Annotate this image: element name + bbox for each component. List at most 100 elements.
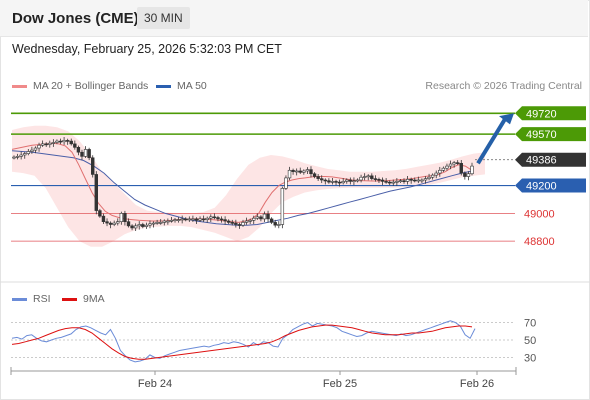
candle-body bbox=[223, 219, 227, 222]
target-arrow-shaft bbox=[476, 116, 508, 165]
legend-rsi-ma: 9MA bbox=[62, 293, 105, 305]
candles bbox=[12, 137, 474, 232]
candle-body bbox=[330, 181, 335, 183]
candle-body bbox=[126, 221, 131, 227]
candle-body bbox=[316, 176, 320, 179]
candle-body bbox=[133, 225, 138, 229]
candle-body bbox=[416, 179, 421, 182]
candle-body bbox=[15, 156, 20, 158]
candle-body bbox=[409, 179, 413, 181]
candle-body bbox=[373, 178, 378, 180]
level-value: 49200 bbox=[526, 181, 557, 193]
candle-body bbox=[413, 179, 417, 182]
candle-body bbox=[80, 151, 84, 157]
candle-body bbox=[108, 222, 113, 225]
candle-body bbox=[187, 218, 192, 221]
candle-body bbox=[448, 163, 453, 167]
level-value: 49386 bbox=[526, 155, 557, 167]
candle-body bbox=[176, 219, 181, 221]
rsi-tick-label: 70 bbox=[524, 318, 536, 330]
candle-body bbox=[37, 144, 41, 149]
candle-body bbox=[366, 175, 370, 178]
candle-body bbox=[302, 170, 306, 173]
level-label-49570: 49570 bbox=[515, 127, 586, 142]
candle-body bbox=[441, 167, 446, 171]
candle-body bbox=[166, 220, 170, 223]
level-value: 49000 bbox=[524, 208, 555, 220]
candle-body bbox=[148, 223, 152, 226]
candle-body bbox=[162, 220, 166, 223]
candle-body bbox=[377, 179, 381, 181]
timeframe-badge[interactable]: 30 MIN bbox=[137, 7, 190, 29]
candle-body bbox=[455, 162, 460, 164]
credit-text: Research © 2026 Trading Central bbox=[425, 80, 582, 92]
candle-body bbox=[123, 213, 127, 222]
candle-body bbox=[262, 213, 267, 220]
candle-body bbox=[309, 169, 313, 175]
candle-body bbox=[184, 218, 188, 221]
candle-body bbox=[237, 224, 242, 226]
candle-body bbox=[191, 218, 195, 221]
candle-body bbox=[466, 173, 471, 177]
candle-body bbox=[209, 216, 213, 219]
legend-rsi-label: RSI bbox=[33, 293, 51, 305]
candle-body bbox=[420, 179, 424, 182]
candle-body bbox=[294, 170, 299, 173]
candle-body bbox=[94, 174, 98, 211]
level-tag bbox=[515, 152, 586, 167]
level-label-49200: 49200 bbox=[515, 178, 586, 193]
candle-body bbox=[180, 218, 184, 221]
candle-body bbox=[48, 142, 52, 145]
candle-body bbox=[65, 140, 70, 142]
candle-body bbox=[391, 181, 395, 184]
candle-body bbox=[398, 180, 403, 182]
candle-body bbox=[169, 220, 174, 222]
candle-body bbox=[395, 181, 399, 183]
candle-body bbox=[130, 225, 134, 229]
candle-body bbox=[226, 220, 231, 223]
candle-body bbox=[402, 180, 406, 182]
candle-body bbox=[23, 153, 27, 156]
candle-body bbox=[30, 149, 34, 152]
candle-body bbox=[277, 224, 281, 226]
header-bar: Dow Jones (CME) 30 MIN bbox=[0, 0, 588, 37]
candle-body bbox=[327, 180, 331, 183]
rsi-ma-swatch bbox=[62, 297, 77, 301]
candle-body bbox=[452, 162, 456, 165]
candle-body bbox=[405, 179, 410, 182]
level-label-48800: 48800 bbox=[524, 236, 555, 248]
candle-body bbox=[323, 179, 327, 182]
level-label-49386: 49386 bbox=[515, 152, 586, 167]
candle-body bbox=[341, 181, 345, 184]
level-value: 49720 bbox=[526, 108, 557, 120]
candle-body bbox=[201, 218, 206, 221]
candle-body bbox=[91, 157, 95, 175]
candle-body bbox=[33, 147, 38, 151]
rsi-ma-line bbox=[11, 324, 473, 360]
candle-body bbox=[216, 217, 220, 220]
x-tick-label: Feb 26 bbox=[460, 378, 494, 390]
x-tick-label: Feb 25 bbox=[323, 378, 357, 390]
candle-body bbox=[155, 222, 159, 224]
candle-body bbox=[312, 173, 317, 177]
candle-body bbox=[459, 163, 463, 174]
candle-body bbox=[198, 218, 202, 221]
candle-body bbox=[334, 181, 338, 183]
candle-body bbox=[119, 213, 124, 222]
candle-body bbox=[55, 140, 59, 143]
legend-ma20: MA 20 + Bollinger Bands bbox=[12, 80, 148, 92]
candle-body bbox=[273, 222, 277, 226]
candle-body bbox=[73, 143, 77, 148]
candle-body bbox=[370, 175, 374, 179]
candle-body bbox=[44, 143, 48, 146]
bollinger-band bbox=[12, 125, 485, 247]
candle-body bbox=[463, 172, 467, 177]
rsi-line bbox=[11, 320, 476, 363]
legend-rsi: RSI bbox=[12, 293, 51, 305]
legend-ma50-label: MA 50 bbox=[177, 80, 207, 92]
candle-body bbox=[359, 176, 363, 181]
candle-body bbox=[105, 221, 109, 224]
candle-body bbox=[291, 169, 295, 172]
candle-body bbox=[248, 220, 252, 222]
